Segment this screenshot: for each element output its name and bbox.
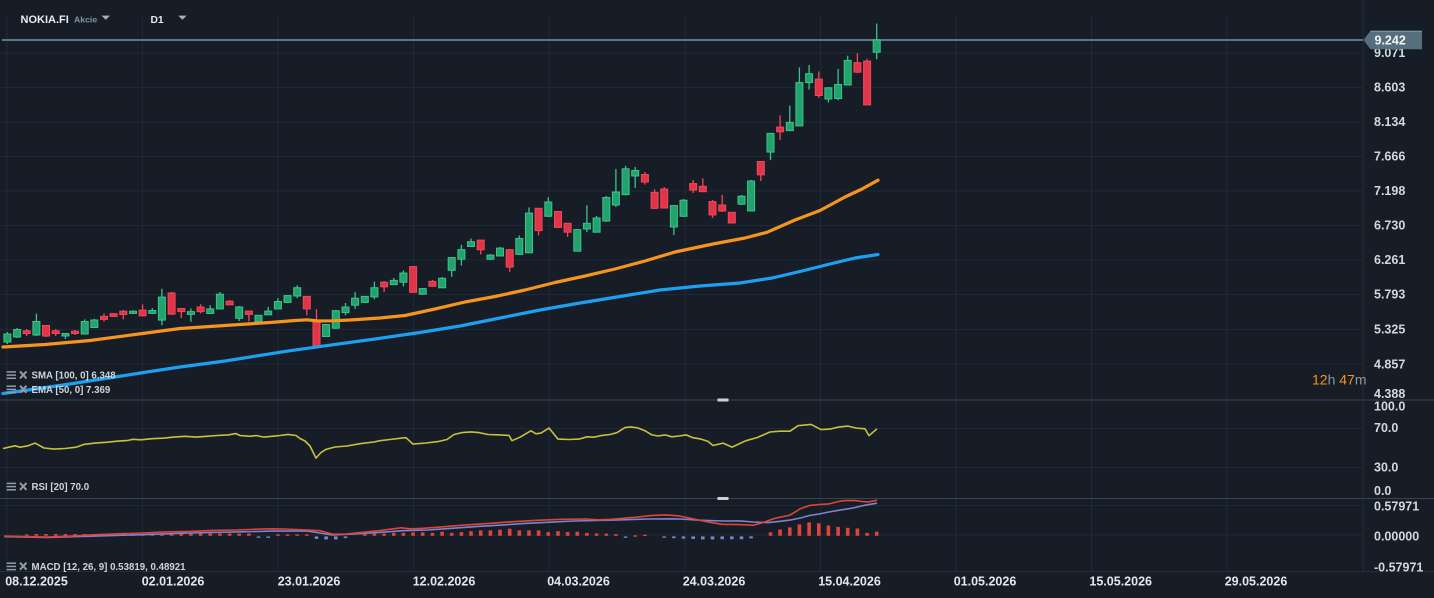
svg-text:0.57971: 0.57971 [1374, 500, 1419, 514]
svg-text:5.793: 5.793 [1374, 288, 1405, 302]
svg-text:7.666: 7.666 [1374, 150, 1405, 164]
svg-text:4.857: 4.857 [1374, 358, 1405, 372]
svg-text:0.0: 0.0 [1374, 484, 1391, 498]
svg-text:15.04.2026: 15.04.2026 [818, 575, 881, 589]
svg-text:12h 47m: 12h 47m [1312, 372, 1367, 388]
svg-text:MACD [12, 26, 9] 0.53819, 0.48: MACD [12, 26, 9] 0.53819, 0.48921 [32, 562, 187, 573]
svg-text:12.02.2026: 12.02.2026 [413, 575, 476, 589]
svg-text:9.071: 9.071 [1374, 46, 1405, 60]
svg-text:EMA [50, 0] 7.369: EMA [50, 0] 7.369 [32, 385, 111, 396]
svg-text:29.05.2026: 29.05.2026 [1225, 575, 1288, 589]
svg-text:D1: D1 [151, 15, 164, 26]
svg-text:23.01.2026: 23.01.2026 [278, 575, 341, 589]
svg-text:70.0: 70.0 [1374, 421, 1398, 435]
svg-text:01.05.2026: 01.05.2026 [954, 575, 1017, 589]
svg-text:02.01.2026: 02.01.2026 [142, 575, 205, 589]
svg-text:Akcie: Akcie [74, 15, 97, 25]
svg-text:9.242: 9.242 [1375, 34, 1406, 48]
svg-text:6.730: 6.730 [1374, 219, 1405, 233]
svg-text:30.0: 30.0 [1374, 461, 1398, 475]
svg-text:04.03.2026: 04.03.2026 [547, 575, 610, 589]
svg-text:-0.57971: -0.57971 [1374, 561, 1423, 575]
svg-text:6.261: 6.261 [1374, 253, 1405, 267]
svg-text:08.12.2025: 08.12.2025 [5, 575, 68, 589]
svg-text:RSI [20] 70.0: RSI [20] 70.0 [32, 482, 90, 493]
svg-text:4.388: 4.388 [1374, 387, 1405, 401]
svg-text:NOKIA.FI: NOKIA.FI [21, 14, 69, 26]
svg-text:15.05.2026: 15.05.2026 [1089, 575, 1152, 589]
svg-text:8.134: 8.134 [1374, 115, 1405, 129]
svg-text:100.0: 100.0 [1374, 400, 1405, 414]
svg-text:0.00000: 0.00000 [1374, 530, 1419, 544]
svg-text:5.325: 5.325 [1374, 323, 1405, 337]
svg-text:24.03.2026: 24.03.2026 [683, 575, 746, 589]
svg-text:8.603: 8.603 [1374, 81, 1405, 95]
svg-text:SMA [100, 0] 6.348: SMA [100, 0] 6.348 [32, 371, 117, 382]
svg-text:7.198: 7.198 [1374, 184, 1405, 198]
